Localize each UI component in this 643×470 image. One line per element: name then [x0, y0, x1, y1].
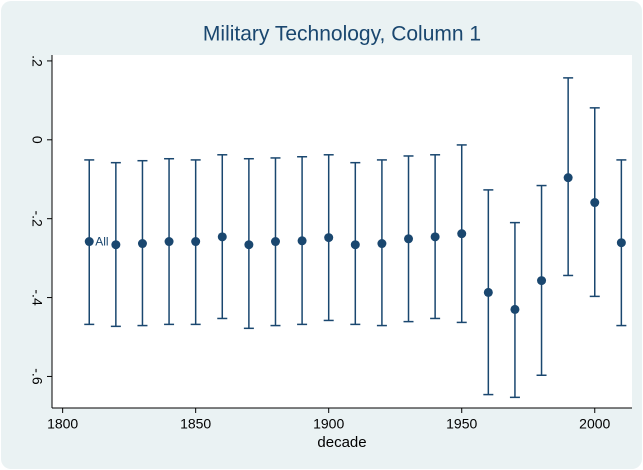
point [483, 287, 493, 297]
point [191, 237, 201, 247]
y-tick-label: .2 [29, 55, 45, 67]
point [244, 240, 254, 250]
point [430, 232, 440, 242]
point [510, 304, 520, 314]
point [457, 229, 467, 239]
point [350, 240, 360, 250]
x-tick-label: 2000 [579, 416, 610, 432]
x-tick-label: 1900 [313, 416, 344, 432]
point [590, 198, 600, 208]
point [563, 173, 573, 183]
point [111, 240, 121, 250]
point [137, 239, 147, 249]
x-tick-label: 1850 [180, 416, 211, 432]
point [616, 238, 626, 248]
point [537, 276, 547, 286]
point [270, 237, 280, 247]
x-tick-label: 1800 [47, 416, 78, 432]
point [324, 233, 334, 243]
y-tick-label: -.6 [29, 368, 45, 385]
x-axis-label: decade [317, 434, 366, 451]
y-tick-label: -.2 [29, 211, 45, 228]
y-tick-label: 0 [29, 136, 45, 144]
point [164, 237, 174, 247]
annotation: All [95, 235, 108, 249]
y-tick-label: -.4 [29, 289, 45, 306]
point [297, 236, 307, 246]
point [84, 237, 94, 247]
x-tick-label: 1950 [446, 416, 477, 432]
chart-title: Military Technology, Column 1 [203, 23, 481, 46]
plot-area [52, 55, 632, 408]
point [217, 232, 227, 242]
point [404, 234, 414, 244]
point [377, 239, 387, 249]
